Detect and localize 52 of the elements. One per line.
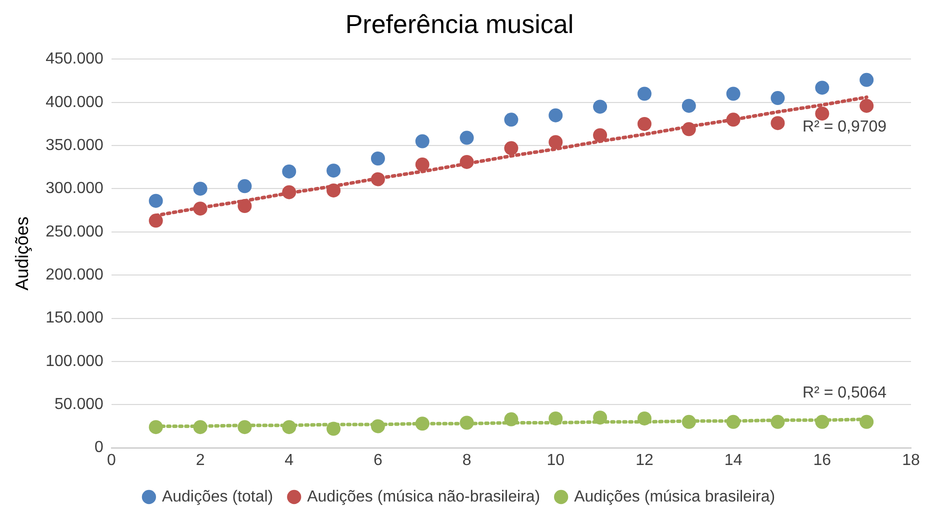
- x-tick-label: 6: [374, 452, 383, 469]
- legend-label: Audições (música não-brasileira): [307, 488, 540, 506]
- x-tick-label: 4: [284, 452, 294, 469]
- point: [860, 98, 874, 113]
- point: [770, 91, 785, 106]
- point: [682, 98, 696, 113]
- point: [504, 112, 518, 127]
- point: [193, 182, 208, 196]
- y-tick-label: 150.000: [46, 310, 104, 327]
- legend-label: Audições (total): [162, 488, 274, 506]
- x-tick-label: 0: [106, 452, 116, 469]
- point: [637, 86, 652, 101]
- y-tick-label: 400.000: [46, 94, 104, 111]
- point: [548, 135, 563, 150]
- annotation: R² = 0,9709: [802, 118, 887, 136]
- point: [238, 179, 252, 194]
- point: [415, 158, 430, 172]
- annotation: R² = 0,5064: [802, 384, 887, 402]
- x-tick-label: 14: [724, 452, 742, 469]
- point: [637, 116, 652, 131]
- y-tick-label: 350.000: [46, 136, 104, 154]
- y-tick-label: 300.000: [46, 180, 104, 198]
- point: [148, 194, 163, 208]
- point: [815, 106, 830, 121]
- point: [370, 152, 385, 166]
- chart-title: Preferência musical: [345, 8, 574, 39]
- x-tick-label: 10: [546, 452, 565, 469]
- y-tick-label: 0: [94, 439, 104, 456]
- y-tick-label: 250.000: [46, 223, 104, 240]
- point: [593, 100, 608, 114]
- point: [726, 86, 740, 101]
- point: [504, 141, 518, 156]
- point: [548, 108, 563, 122]
- y-axis-title: Audições: [12, 216, 32, 291]
- point: [460, 130, 474, 145]
- point: [415, 134, 430, 148]
- x-tick-label: 18: [902, 452, 920, 469]
- x-tick-label: 2: [196, 452, 205, 469]
- x-tick-label: 12: [636, 452, 654, 469]
- point: [593, 128, 608, 142]
- point: [282, 164, 296, 178]
- x-tick-label: 8: [462, 452, 472, 469]
- y-tick-label: 50.000: [54, 396, 104, 414]
- point: [770, 116, 785, 130]
- point: [860, 72, 874, 87]
- point: [326, 164, 341, 178]
- y-tick-label: 100.000: [46, 352, 104, 370]
- legend-label: Audições (música brasileira): [574, 488, 776, 506]
- y-tick-label: 450.000: [46, 50, 104, 68]
- point: [815, 80, 830, 95]
- x-tick-label: 16: [813, 452, 832, 469]
- y-tick-label: 200.000: [46, 266, 104, 284]
